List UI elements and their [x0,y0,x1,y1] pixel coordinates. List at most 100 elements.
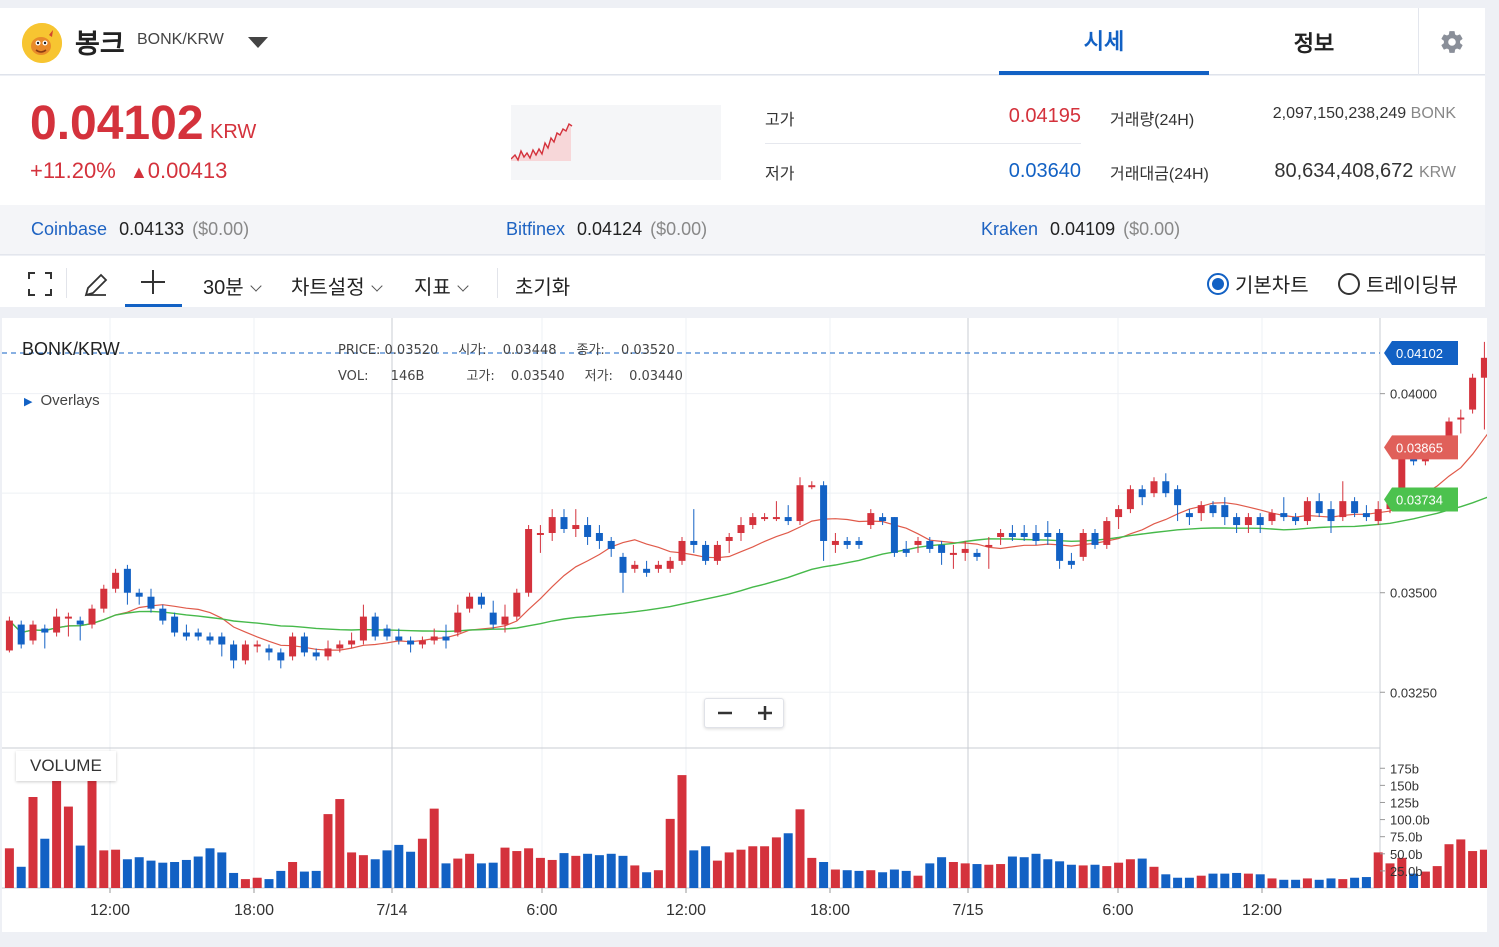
volume-bar [1279,879,1289,888]
candle-body [135,592,143,597]
stat-divider [765,143,1081,144]
y-tick-label: 0.03250 [1390,685,1437,700]
vol-tick-label: 75.0b [1390,830,1423,845]
candle-body [418,640,426,645]
last-price-tag [1384,341,1458,366]
indicators-menu[interactable]: 지표 [414,271,469,300]
chart-settings-menu[interactable]: 차트설정 [291,271,383,300]
volume-bar [972,864,982,888]
candle-body [914,540,922,545]
volume-bar [960,863,970,888]
candle-body [855,540,863,545]
candle-body [1115,509,1123,518]
volume-bar [40,838,50,888]
candle-body [867,513,875,526]
price-summary: 0.04102 KRW +11.20% ▲0.00413 고가 0.04195 … [0,76,1485,205]
volume-bar [288,862,298,888]
tab-info[interactable]: 정보 [1293,30,1335,56]
volume-bar [571,855,581,888]
volume-bar [299,871,309,888]
volume-bar [1184,877,1194,888]
volume-bar [760,846,770,888]
vol-tick-label: 100.0b [1390,813,1430,828]
crosshair-tool[interactable] [125,256,182,307]
volume-bar [748,846,758,888]
candle-body [1185,513,1193,518]
low-price: 0.03640 [1008,160,1081,182]
volume-bar [217,852,227,888]
basic-chart-label: 기본차트 [1235,275,1309,297]
exchange-coinbase[interactable]: Coinbase 0.04133 ($0.00) [31,219,249,240]
candle-body [772,517,780,520]
candle-body [938,544,946,553]
volume-bar [63,806,73,888]
volume-bar [689,850,699,888]
volume-bar [1149,866,1159,888]
chart-canvas[interactable]: 0.04000 0.03500 0.03250 0.04102 0.03865 0.037… [2,318,1499,932]
tab-price[interactable]: 시세 [999,8,1209,75]
candle-body [312,652,320,657]
ma-long-tag [1384,487,1458,512]
candle-body [1056,533,1064,561]
candle-body [100,588,108,609]
exchange-price: 0.04133 [119,219,185,239]
zoom-in-button[interactable] [745,699,785,727]
basic-chart-radio[interactable]: 기본차트 [1207,269,1309,298]
candle-body [182,632,190,637]
volume-bar [488,862,498,888]
price-unit: KRW [210,121,257,143]
candle-body [489,612,497,625]
candle-body [1126,489,1134,510]
volume-bar [1397,857,1407,888]
exchange-usd: ($0.00) [192,219,250,239]
candle-body [1303,501,1311,522]
settings-gear-icon[interactable] [1418,8,1485,75]
candle-body [1280,513,1288,518]
x-tick-label: 6:00 [526,902,557,919]
volume-bar [441,863,451,888]
volume-bar [394,844,404,888]
chart-symbol: BONK/KRW [22,339,120,359]
volume-bar [1161,874,1171,888]
candle-body [289,636,297,657]
candle-body [1327,509,1335,522]
current-price: 0.04102 [30,97,204,150]
draw-pencil-icon[interactable] [82,271,110,304]
tradingview-radio[interactable]: 트레이딩뷰 [1338,269,1458,298]
zoom-out-button[interactable] [705,699,745,727]
mini-price-chart [510,105,721,180]
x-tick-label: 6:00 [1102,902,1133,919]
info-vol-label: VOL: [338,369,369,384]
high-label: 고가 [765,112,795,129]
interval-select[interactable]: 30분 [203,271,262,300]
volume-bar [323,814,333,888]
vol-tick-label: 50.0b [1390,847,1423,862]
candle-body [29,624,37,641]
candle-body [631,564,639,569]
info-vol: 146B [390,369,425,384]
volume-bar [524,848,534,888]
volume-bar [1409,873,1419,888]
candle-body [383,628,391,637]
exchange-kraken[interactable]: Kraken 0.04109 ($0.00) [981,219,1180,240]
volume-bar [170,862,180,888]
x-tick-label: 18:00 [810,902,850,919]
candle-body [454,612,462,633]
volume-bar [406,851,416,888]
volume-bar [1220,873,1230,888]
candle-body [300,636,308,653]
overlays-toggle[interactable]: ▶ Overlays [24,392,100,409]
x-tick-label: 18:00 [234,902,274,919]
coin-dropdown-icon[interactable] [248,37,268,48]
candle-body [1374,509,1382,522]
price-chart[interactable]: 0.04000 0.03500 0.03250 0.04102 0.03865 0.037… [2,318,1499,932]
candle-body [513,592,521,617]
fullscreen-icon[interactable] [28,272,52,301]
info-high: 0.03540 [510,369,565,384]
candle-body [926,540,934,549]
vol-tick-label: 150b [1390,778,1419,793]
reset-button[interactable]: 초기화 [515,277,571,299]
volume-bar [1078,865,1088,888]
overlays-label: Overlays [40,392,100,409]
exchange-bitfinex[interactable]: Bitfinex 0.04124 ($0.00) [506,219,707,240]
